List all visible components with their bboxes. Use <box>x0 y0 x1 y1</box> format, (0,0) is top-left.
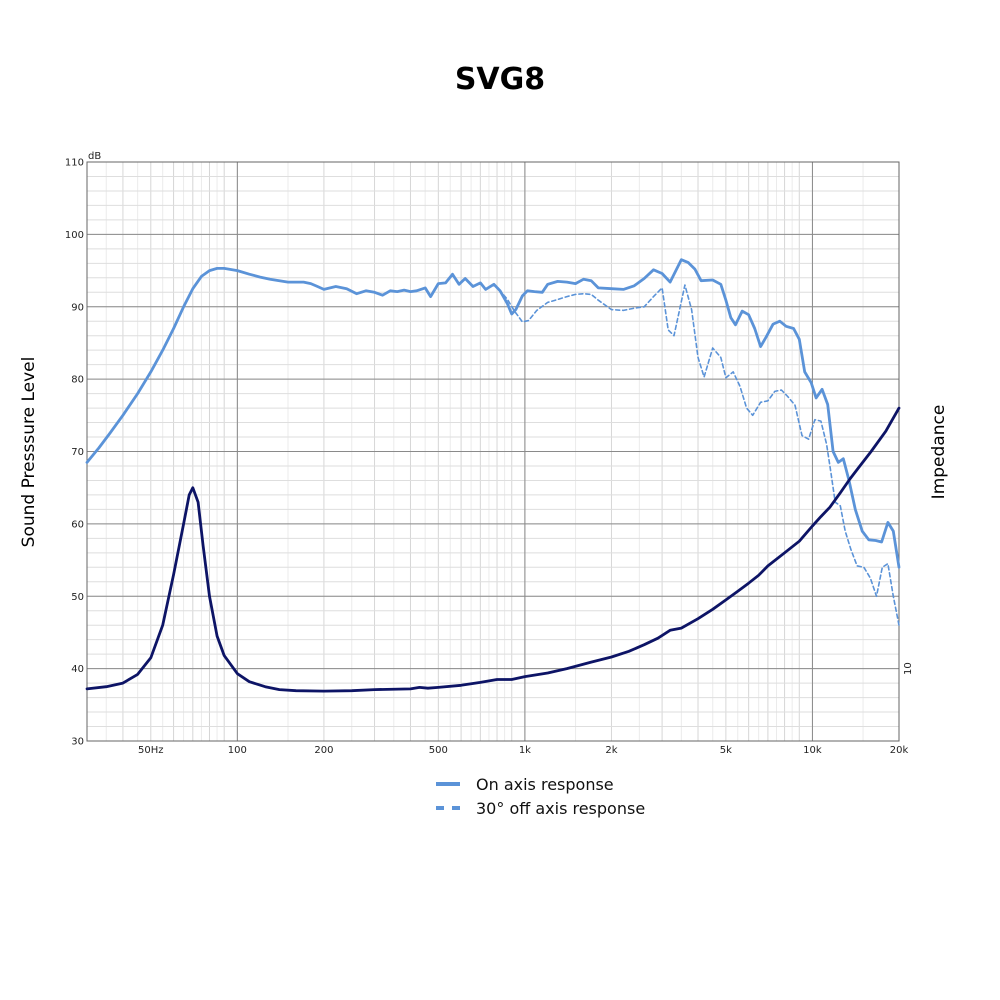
y-tick-label: 80 <box>71 375 84 386</box>
x-tick-label: 100 <box>228 745 247 756</box>
y-tick-label: 90 <box>71 302 84 313</box>
x-tick-label: 20k <box>890 745 909 756</box>
x-tick-label: 500 <box>429 745 448 756</box>
x-tick-label: 10k <box>803 745 822 756</box>
x-tick-labels: 50Hz 100 200 500 1k 2k 5k 10k 20k <box>138 745 908 756</box>
x-tick-label: 2k <box>605 745 617 756</box>
legend: On axis response 30° off axis response <box>436 772 645 820</box>
y-tick-label: 40 <box>71 664 84 675</box>
y-tick-label: 30 <box>71 737 84 748</box>
legend-label: On axis response <box>476 774 614 794</box>
y2-tick-labels: 10 <box>903 662 914 675</box>
series-lines <box>85 258 901 693</box>
y-tick-label: 60 <box>71 519 84 530</box>
chart-title: SVG8 <box>454 62 546 97</box>
legend-item-on-axis: On axis response <box>436 772 645 796</box>
y-tick-label: 50 <box>71 592 84 603</box>
y-unit-label: dB <box>88 151 101 162</box>
x-tick-label: 200 <box>314 745 333 756</box>
x-tick-label: 1k <box>519 745 531 756</box>
y-tick-label: 70 <box>71 447 84 458</box>
series-on-axis-line <box>85 258 901 569</box>
y-axis-title: Sound Presssure Level <box>19 357 39 548</box>
y-tick-label: 110 <box>65 158 84 169</box>
legend-swatch-solid <box>436 782 460 786</box>
series-off-axis-line <box>493 284 900 626</box>
x-tick-label: 5k <box>720 745 732 756</box>
x-tick-label: 50Hz <box>138 745 164 756</box>
y-tick-labels: 30 40 50 60 70 80 90 100 110 <box>65 158 84 748</box>
y2-tick-label: 10 <box>903 662 914 675</box>
y2-axis-title: Impedance <box>929 405 949 500</box>
legend-swatch-dashed <box>436 806 460 810</box>
legend-item-off-axis: 30° off axis response <box>436 796 645 820</box>
series-impedance-line <box>85 406 901 693</box>
legend-label: 30° off axis response <box>476 798 646 818</box>
plot-frame <box>86 161 900 742</box>
y-tick-label: 100 <box>65 230 84 241</box>
